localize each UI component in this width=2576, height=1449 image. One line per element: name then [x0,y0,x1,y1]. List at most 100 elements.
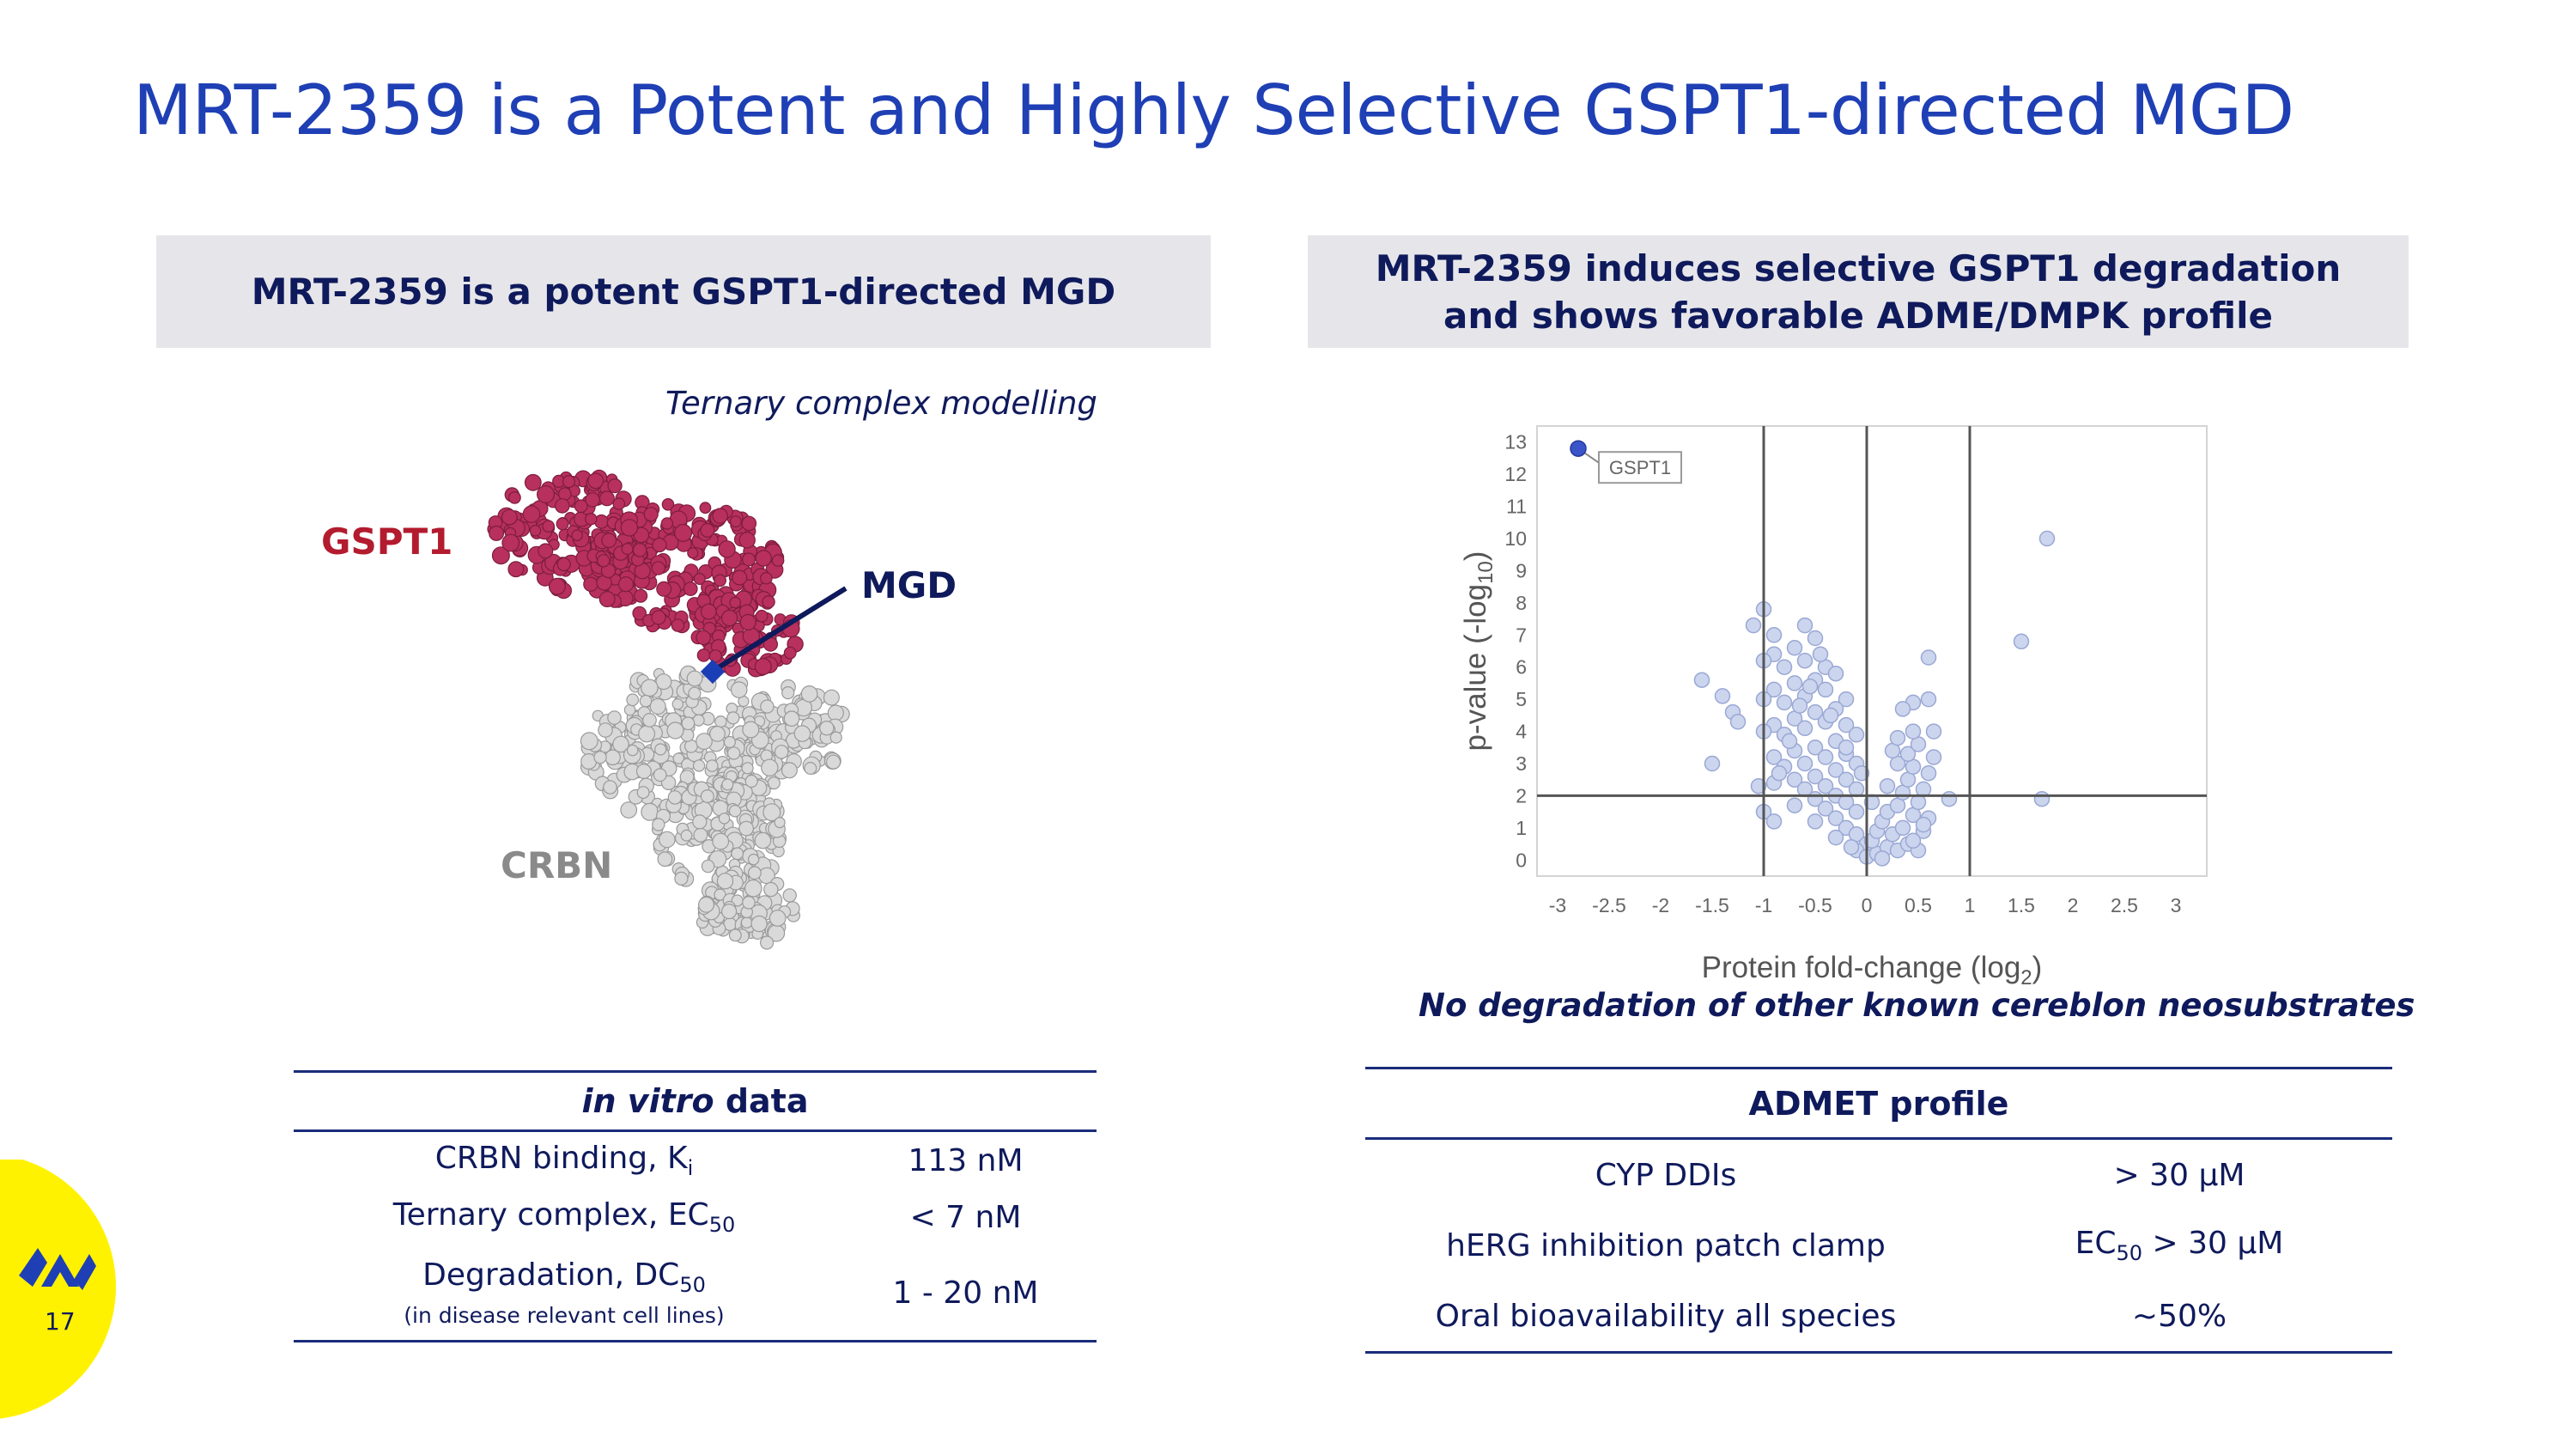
protein-point [1801,678,1819,695]
atom-sphere [760,935,775,950]
atom-sphere [692,814,708,830]
atom-sphere [659,831,676,849]
atom-sphere [674,523,693,542]
page-number: 17 [45,1307,76,1336]
atom-sphere [714,715,727,728]
protein-point [1905,723,1922,740]
atom-sphere [571,529,583,541]
atom-sphere [693,572,706,585]
protein-point [1925,749,1942,765]
atom-sphere [738,820,755,837]
atom-sphere [714,574,727,588]
atom-sphere [696,648,711,662]
atom-sphere [661,497,675,511]
y-tick-label: 9 [1516,559,1527,581]
crbn-protein [580,665,850,950]
table-cell-value: ~50% [2131,1298,2227,1334]
y-tick-label: 8 [1516,592,1527,614]
table-row: Degradation, DC50 (in disease relevant ce… [294,1245,1097,1342]
right-header-line2: and shows favorable ADME/DMPK profile [1443,294,2274,337]
atom-sphere [783,646,797,660]
table-cell-value: < 7 nM [909,1199,1022,1235]
atom-sphere [750,915,768,933]
table-cell-label: Ternary complex, EC50 [392,1196,736,1238]
y-tick-label: 0 [1516,849,1527,871]
protein-point [1920,764,1937,782]
protein-point [2013,633,2030,650]
x-tick-label: -3 [1549,894,1566,916]
protein-point [1827,829,1844,846]
atom-sphere [583,576,598,592]
atom-sphere [508,491,521,504]
protein-point [1894,701,1911,717]
atom-sphere [607,478,623,494]
atom-sphere [683,581,698,597]
protein-point [1925,723,1942,740]
atom-sphere [580,732,598,751]
atom-sphere [718,540,736,558]
atom-sphere [680,829,693,842]
y-tick-label: 5 [1516,688,1527,710]
atom-sphere [731,847,744,861]
atom-sphere [744,879,762,898]
x-tick-label: 2 [2068,894,2079,916]
atom-sphere [700,603,717,620]
atom-sphere [730,681,748,698]
atom-sphere [585,492,600,508]
protein-point [1776,694,1793,711]
table-row: CRBN binding, Ki 113 nM [294,1131,1097,1190]
y-axis-title: p-value (-log10) [1459,551,1498,752]
y-tick-label: 13 [1504,431,1527,454]
atom-sphere [771,554,785,567]
atom-sphere [774,745,789,759]
protein-point [1817,801,1834,817]
protein-point [1853,764,1870,782]
atom-sphere [744,774,758,788]
atom-sphere [529,525,542,537]
gspt1-protein [487,469,804,678]
protein-point [1745,617,1762,634]
atom-sphere [740,916,753,928]
atom-sphere [762,594,775,609]
atom-sphere [671,618,685,632]
y-tick-label: 11 [1506,496,1527,518]
atom-sphere [654,743,667,756]
x-tick-label: 0 [1862,894,1873,916]
protein-point [1822,707,1839,724]
y-tick-label: 6 [1516,656,1527,679]
protein-point [1765,749,1783,765]
atom-sphere [536,485,555,503]
protein-point [1765,813,1783,830]
atom-sphere [649,697,666,715]
protein-point [1704,755,1721,772]
atom-sphere [823,689,840,706]
atom-sphere [674,871,689,886]
x-tick-label: -0.5 [1798,894,1832,916]
protein-point [1879,777,1896,795]
atom-sphere [687,547,699,559]
protein-point [1812,646,1829,662]
atom-sphere [542,520,555,533]
protein-point [1817,681,1834,698]
y-tick-label: 10 [1504,527,1527,550]
y-tick-label: 12 [1504,463,1527,485]
x-tick-label: 1.5 [2008,894,2035,916]
protein-point [1807,813,1824,830]
left-panel-header: MRT-2359 is a potent GSPT1-directed MGD [156,235,1211,348]
atom-sphere [655,673,672,691]
atom-sphere [781,686,795,700]
x-tick-label: 0.5 [1905,894,1932,916]
company-logo-icon [19,1248,96,1290]
atom-sphere [632,606,647,621]
protein-point [1796,720,1814,737]
atom-sphere [732,569,748,586]
protein-point [1796,652,1814,669]
atom-sphere [524,473,542,491]
table-row: Ternary complex, EC50 < 7 nM [294,1189,1097,1245]
atom-sphere [721,903,738,920]
atom-sphere [612,497,626,510]
atom-sphere [705,759,719,772]
protein-point [1874,850,1891,867]
atom-sphere [603,780,617,795]
atom-sphere [657,851,673,868]
